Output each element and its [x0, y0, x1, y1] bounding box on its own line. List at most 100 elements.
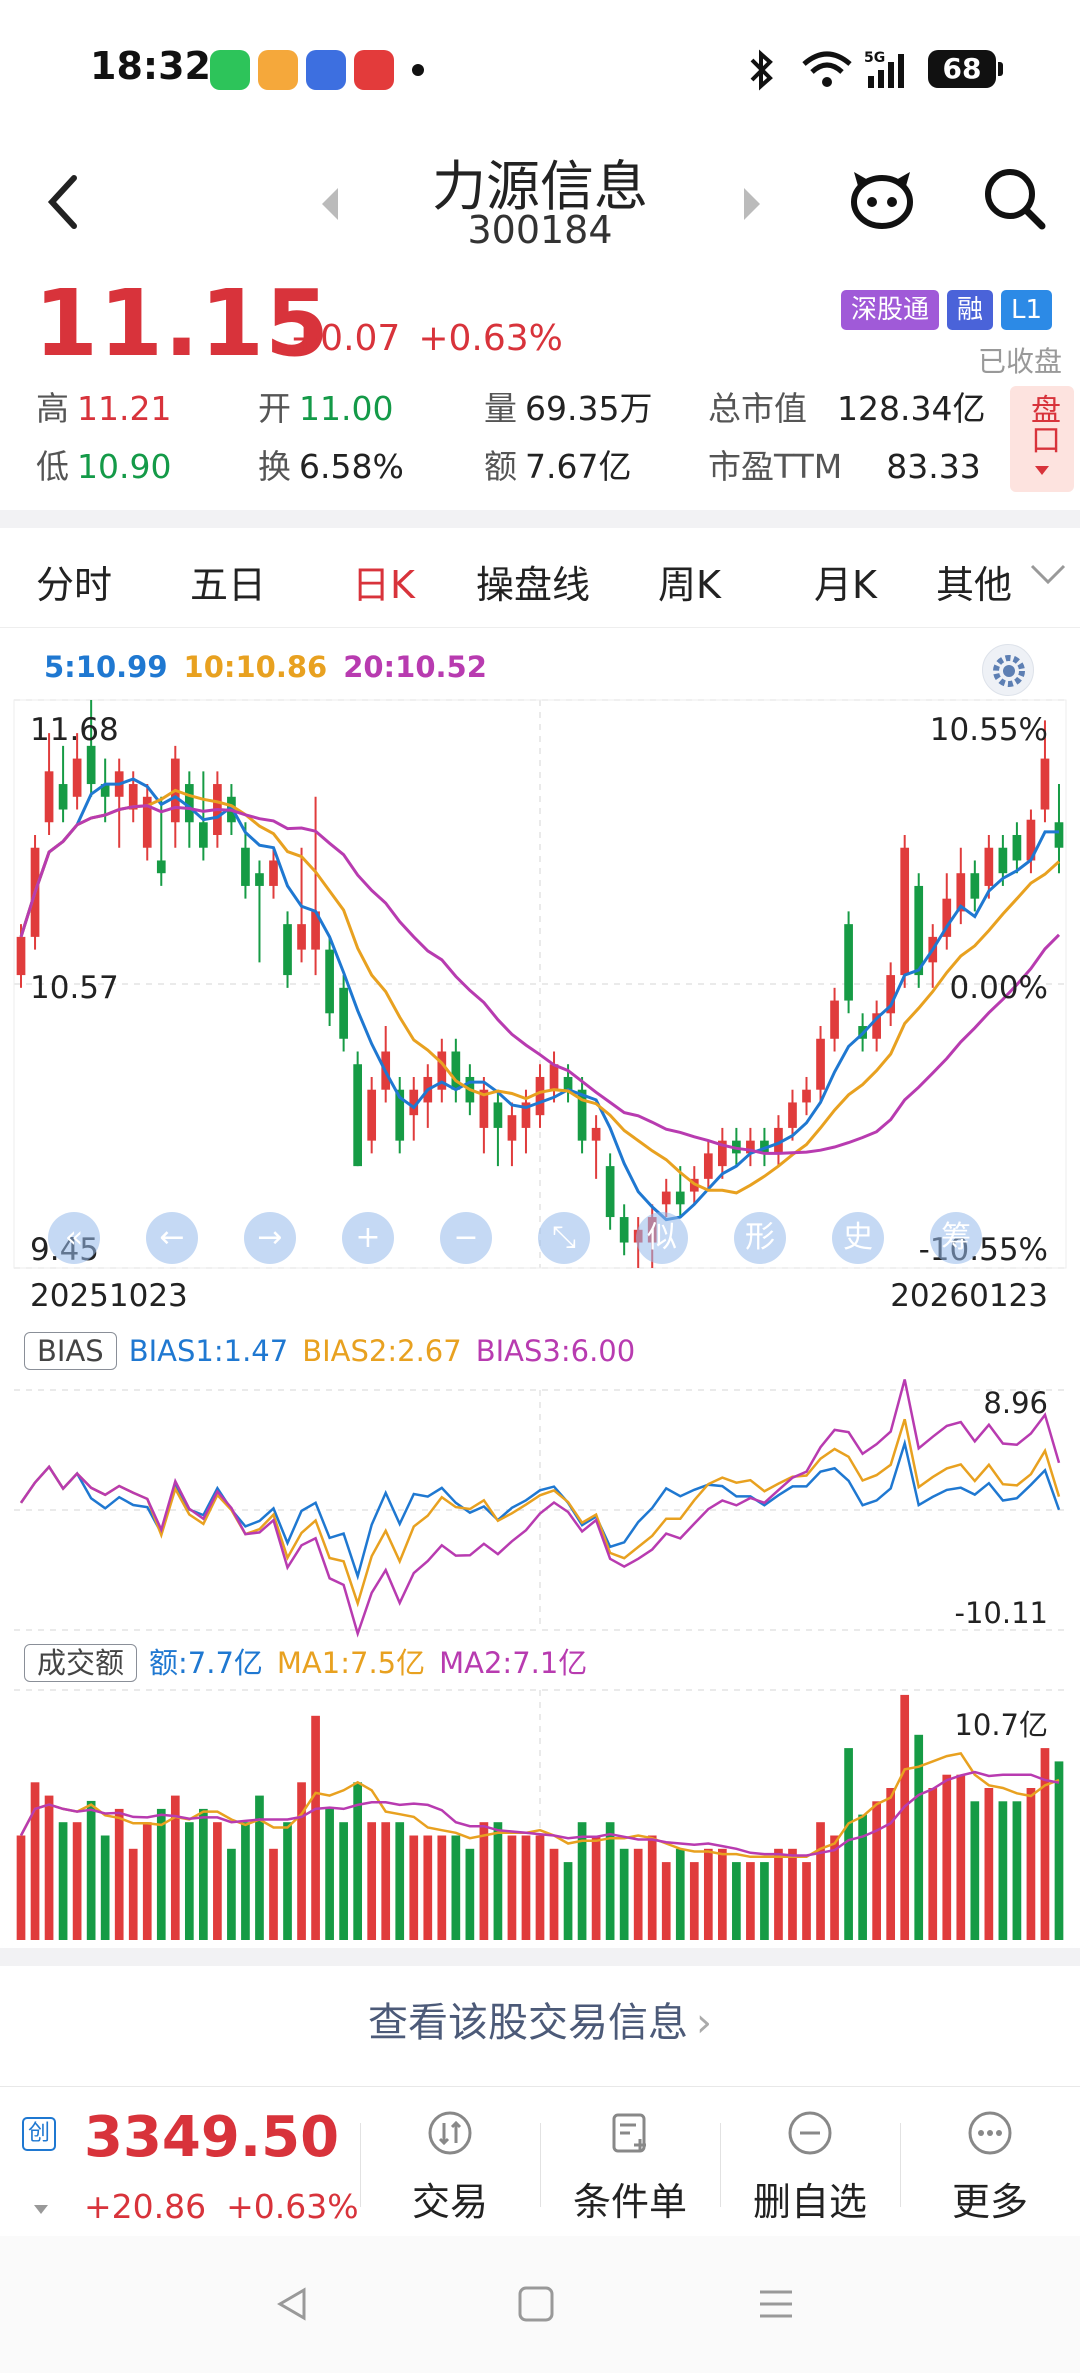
- pattern-button[interactable]: 形: [734, 1212, 786, 1264]
- ma5-line: [19, 777, 1059, 1222]
- candle-body: [521, 1102, 531, 1128]
- candle-body: [353, 1064, 363, 1167]
- chevron-down-icon[interactable]: [34, 2205, 48, 2214]
- amount-bar: [241, 1822, 250, 1940]
- candle-body: [788, 1102, 797, 1128]
- system-nav-bar: [0, 2236, 1080, 2373]
- condition-order-button[interactable]: 条件单: [540, 2087, 720, 2237]
- candle-body: [900, 847, 910, 976]
- candle-body: [395, 1089, 405, 1141]
- amount-value: 额:7.7亿: [149, 1646, 263, 1680]
- amount-bar: [914, 1734, 924, 1940]
- amount-bar: [86, 1800, 96, 1940]
- home-nav-icon[interactable]: [516, 2284, 556, 2324]
- tab-other[interactable]: 其他: [936, 563, 1013, 607]
- amount-ma1: MA1:7.5亿: [276, 1646, 426, 1680]
- amount-bar: [493, 1822, 503, 1940]
- amount-bar: [760, 1862, 769, 1940]
- wechat-icon: [210, 50, 250, 90]
- tab-five-day[interactable]: 五日: [190, 563, 267, 607]
- next-stock-icon[interactable]: [740, 184, 764, 224]
- amount-bar: [507, 1835, 517, 1940]
- amount-ma2-line: [19, 1770, 1060, 1857]
- status-time: 18:32: [90, 44, 211, 88]
- candle-body: [142, 796, 152, 848]
- amount-bar: [661, 1862, 671, 1940]
- candle-body: [774, 1127, 783, 1154]
- candle-body: [1026, 819, 1036, 861]
- status-bar: 18:32 5G 68: [0, 0, 1080, 140]
- zoom-out-button[interactable]: −: [440, 1212, 492, 1264]
- prev-stock-icon[interactable]: [318, 184, 342, 224]
- scroll-left-button[interactable]: ←: [146, 1212, 198, 1264]
- toutiao-icon: [354, 50, 394, 90]
- stock-app-icon: [306, 50, 346, 90]
- more-button[interactable]: 更多: [900, 2087, 1080, 2237]
- trade-info-link[interactable]: 查看该股交易信息 ›: [368, 2000, 712, 2046]
- index-value[interactable]: 3349.50: [84, 2105, 340, 2170]
- menu-nav-icon[interactable]: [756, 2284, 796, 2324]
- tab-trading-line[interactable]: 操盘线: [476, 563, 591, 607]
- amount-bar: [1040, 1748, 1050, 1940]
- candle-body: [563, 1076, 573, 1090]
- bias-min-label: -10.11: [954, 1596, 1049, 1630]
- amount-bar: [170, 1795, 180, 1940]
- remove-watchlist-button[interactable]: 删自选: [720, 2087, 900, 2237]
- tab-daily-k[interactable]: 日K: [352, 563, 415, 607]
- candle-body: [619, 1217, 629, 1243]
- amount-bar: [156, 1808, 166, 1940]
- quote-low: 低 10.90: [36, 447, 172, 486]
- amount-bar: [984, 1788, 994, 1940]
- amount-bar: [339, 1822, 348, 1940]
- amount-indicator-selector[interactable]: 成交额: [24, 1644, 138, 1682]
- candle-body: [535, 1076, 545, 1116]
- candle-body: [956, 873, 966, 912]
- candle-body: [283, 924, 292, 976]
- badge-l1[interactable]: L1: [1000, 290, 1052, 330]
- amount-bar: [816, 1822, 825, 1940]
- amount-bar: [479, 1822, 489, 1940]
- candle-body: [984, 847, 994, 886]
- similar-button[interactable]: 似: [636, 1212, 688, 1264]
- candle-body: [409, 1089, 419, 1116]
- divider: [0, 510, 1080, 528]
- badge-margin[interactable]: 融: [946, 290, 993, 330]
- ma20-value: 20:10.52: [343, 650, 487, 684]
- amount-bar: [675, 1848, 685, 1940]
- quote-open: 开 11.00: [258, 389, 394, 428]
- candle-body: [886, 975, 896, 1014]
- candle-body: [451, 1051, 461, 1090]
- tab-weekly-k[interactable]: 周K: [658, 563, 721, 607]
- back-nav-icon[interactable]: [272, 2284, 312, 2324]
- amount-bar: [746, 1862, 755, 1940]
- zoom-in-button[interactable]: +: [342, 1212, 394, 1264]
- back-icon[interactable]: [40, 166, 90, 236]
- fullscreen-button[interactable]: ⤡: [538, 1212, 590, 1264]
- badge-shenzhen-connect[interactable]: 深股通: [840, 290, 939, 330]
- amount-bar: [872, 1801, 881, 1940]
- amount-bar: [16, 1835, 26, 1940]
- chips-button[interactable]: 筹: [930, 1212, 982, 1264]
- kline-chart[interactable]: [0, 0, 1080, 2000]
- search-icon[interactable]: [980, 164, 1048, 232]
- order-book-button[interactable]: 盘口: [1010, 386, 1074, 492]
- trade-button[interactable]: 交易: [360, 2087, 540, 2237]
- amount-bar: [942, 1774, 952, 1940]
- candle-body: [507, 1115, 517, 1141]
- scroll-start-button[interactable]: «: [48, 1212, 100, 1264]
- bias-indicator-selector[interactable]: BIAS: [24, 1332, 117, 1370]
- chevron-down-icon[interactable]: [1028, 560, 1068, 590]
- amount-bar: [717, 1848, 727, 1940]
- candle-body: [591, 1127, 601, 1141]
- tab-monthly-k[interactable]: 月K: [814, 563, 877, 607]
- ma20-line: [19, 804, 1061, 1155]
- scroll-right-button[interactable]: →: [244, 1212, 296, 1264]
- tab-intraday[interactable]: 分时: [36, 563, 113, 607]
- mascot-icon[interactable]: [846, 164, 918, 232]
- amount-bar: [381, 1822, 391, 1940]
- history-button[interactable]: 史: [832, 1212, 884, 1264]
- y-mid-label: 10.57: [30, 970, 119, 1006]
- amount-bar: [619, 1848, 629, 1940]
- chart-settings-button[interactable]: [982, 644, 1034, 696]
- amount-bar: [353, 1782, 363, 1940]
